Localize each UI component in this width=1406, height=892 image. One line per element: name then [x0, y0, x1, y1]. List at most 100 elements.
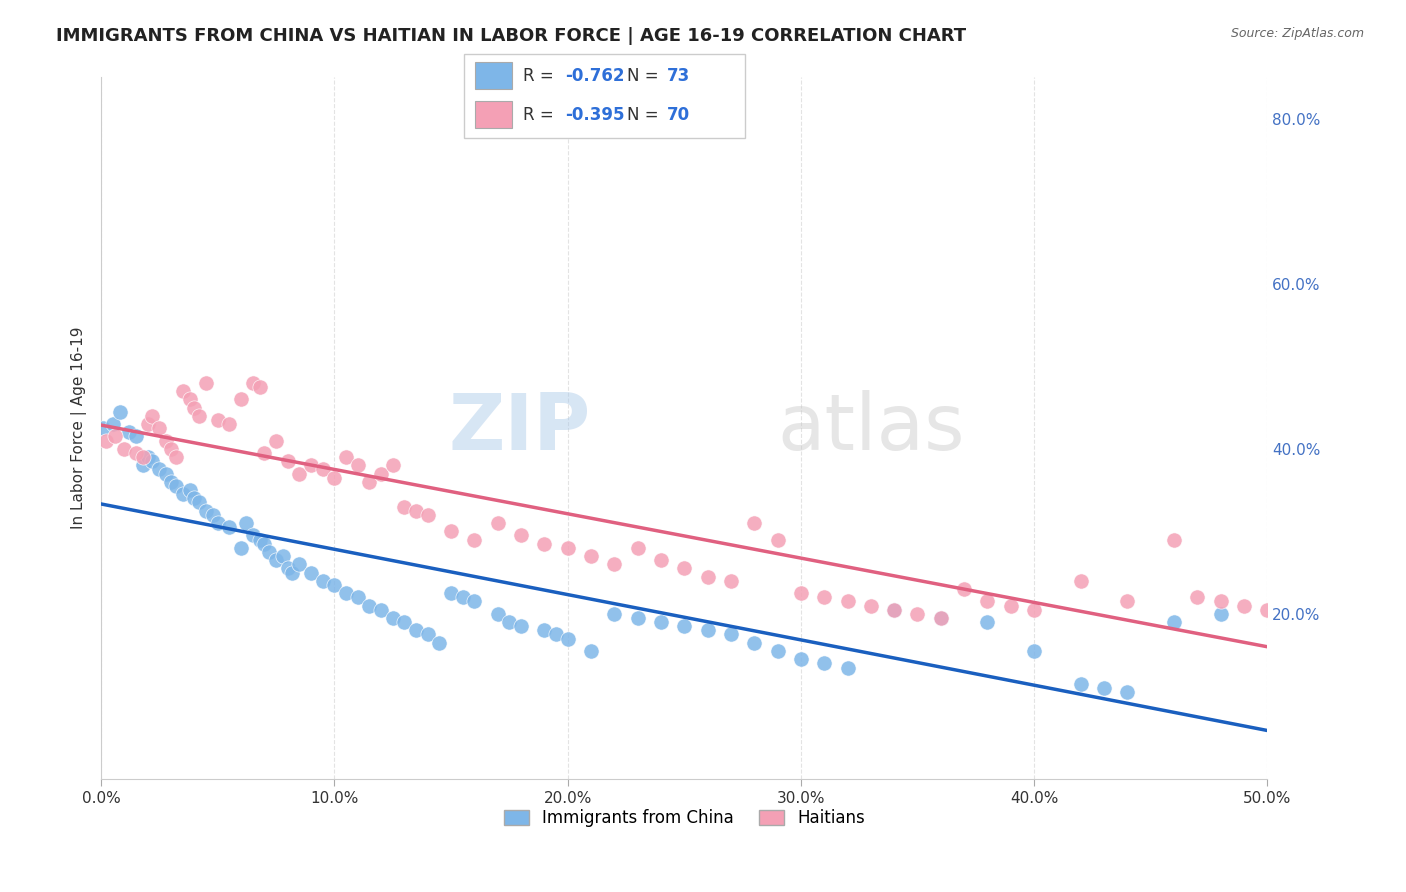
Point: [288, 467, 311, 481]
Text: atlas: atlas: [778, 390, 965, 467]
Point: [299, 566, 322, 580]
Point: [132, 458, 155, 473]
Point: [463, 533, 485, 547]
Point: [929, 611, 952, 625]
Point: [207, 413, 229, 427]
Point: [440, 586, 463, 600]
Point: [155, 467, 177, 481]
Point: [953, 582, 976, 596]
Point: [1116, 594, 1139, 608]
Point: [218, 417, 240, 431]
Point: [218, 520, 240, 534]
Text: N =: N =: [627, 67, 664, 85]
Point: [249, 533, 271, 547]
Point: [1070, 677, 1092, 691]
Point: [202, 508, 225, 522]
Point: [394, 500, 416, 514]
Point: [281, 566, 304, 580]
Point: [312, 574, 335, 588]
Point: [766, 533, 789, 547]
Point: [405, 624, 427, 638]
Point: [229, 541, 252, 555]
Point: [242, 376, 264, 390]
Point: [188, 409, 211, 423]
Point: [650, 553, 672, 567]
Text: 73: 73: [666, 67, 690, 85]
Point: [673, 561, 696, 575]
Point: [370, 603, 392, 617]
Point: [242, 528, 264, 542]
Point: [125, 429, 148, 443]
Point: [486, 516, 509, 530]
Point: [141, 409, 163, 423]
Point: [533, 624, 555, 638]
Point: [766, 644, 789, 658]
Point: [141, 454, 163, 468]
Point: [312, 462, 335, 476]
Point: [136, 417, 159, 431]
Point: [603, 607, 626, 621]
Point: [813, 657, 835, 671]
Legend: Immigrants from China, Haitians: Immigrants from China, Haitians: [496, 803, 872, 834]
Point: [720, 627, 742, 641]
Point: [837, 660, 859, 674]
Point: [235, 516, 257, 530]
Point: [136, 450, 159, 464]
Point: [1209, 607, 1232, 621]
Point: [155, 434, 177, 448]
Point: [498, 615, 520, 629]
Point: [1022, 603, 1045, 617]
Point: [249, 380, 271, 394]
Point: [790, 652, 813, 666]
Point: [335, 450, 357, 464]
Point: [1116, 685, 1139, 699]
Point: [381, 611, 404, 625]
Text: -0.395: -0.395: [565, 105, 624, 123]
Point: [93, 421, 115, 435]
Point: [1209, 594, 1232, 608]
Point: [394, 615, 416, 629]
Point: [381, 458, 404, 473]
Point: [626, 541, 648, 555]
Point: [883, 603, 905, 617]
Point: [179, 392, 201, 407]
Point: [405, 504, 427, 518]
Point: [195, 504, 218, 518]
Point: [544, 627, 567, 641]
Point: [207, 516, 229, 530]
Point: [132, 450, 155, 464]
Text: R =: R =: [523, 105, 560, 123]
Point: [160, 475, 183, 489]
Point: [288, 558, 311, 572]
Point: [486, 607, 509, 621]
Text: IMMIGRANTS FROM CHINA VS HAITIAN IN LABOR FORCE | AGE 16-19 CORRELATION CHART: IMMIGRANTS FROM CHINA VS HAITIAN IN LABO…: [56, 27, 966, 45]
Point: [696, 570, 718, 584]
Point: [813, 591, 835, 605]
Point: [976, 615, 998, 629]
Point: [1233, 599, 1256, 613]
Point: [1256, 603, 1278, 617]
Point: [160, 442, 183, 456]
FancyBboxPatch shape: [464, 54, 745, 138]
Point: [188, 495, 211, 509]
Point: [323, 471, 346, 485]
Text: N =: N =: [627, 105, 664, 123]
Point: [104, 429, 127, 443]
Point: [1163, 533, 1185, 547]
Point: [264, 434, 287, 448]
Point: [1000, 599, 1022, 613]
Point: [510, 619, 533, 633]
Point: [257, 545, 280, 559]
Point: [416, 508, 439, 522]
Point: [195, 376, 218, 390]
Point: [323, 578, 346, 592]
Point: [440, 524, 463, 539]
Point: [253, 446, 276, 460]
Point: [277, 454, 299, 468]
Point: [229, 392, 252, 407]
Point: [370, 467, 392, 481]
Point: [108, 405, 131, 419]
Text: ZIP: ZIP: [449, 390, 591, 467]
Point: [94, 434, 117, 448]
Point: [929, 611, 952, 625]
